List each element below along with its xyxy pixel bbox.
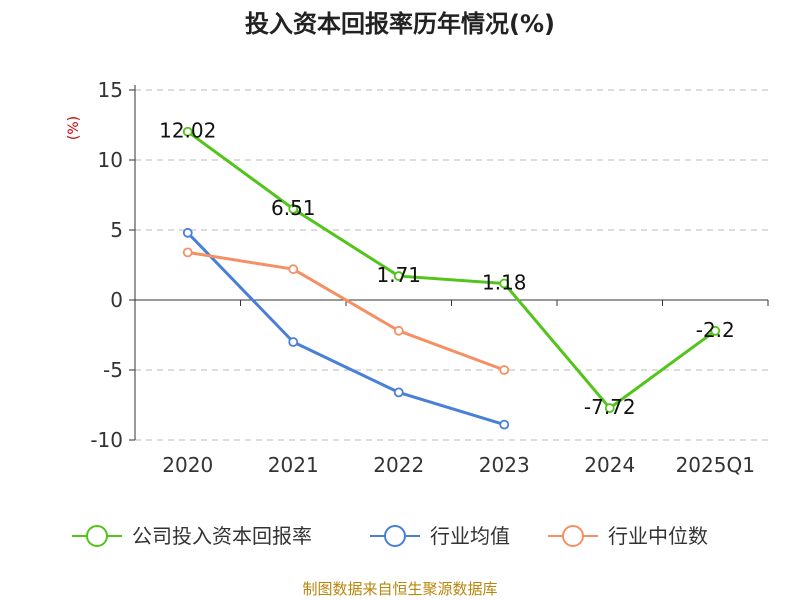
x-tick-label: 2021: [268, 453, 319, 477]
data-point: [604, 403, 615, 413]
series-line: [186, 231, 505, 427]
y-tick-label: -10: [90, 428, 123, 452]
y-axis-unit: (%): [66, 116, 82, 140]
y-tick-label: 0: [110, 288, 123, 312]
data-label: -2.2: [696, 318, 735, 342]
data-point: [182, 126, 193, 137]
y-tick-label: -5: [103, 358, 123, 382]
x-tick-label: 2023: [479, 453, 530, 477]
data-labels: 12.02 6.51 1.71 1.18 -7.72 -2.2: [159, 119, 735, 419]
legend-label: 公司投入资本回报率: [132, 524, 312, 548]
series-line: [187, 250, 505, 372]
legend-swatch-marker: [86, 525, 108, 547]
legend-label: 行业均值: [430, 524, 510, 548]
data-label: -7.72: [584, 395, 636, 419]
data-point: [499, 419, 510, 430]
x-tick-label: 2022: [373, 453, 424, 477]
x-tick-label: 2025Q1: [676, 453, 755, 477]
legend-swatch-marker: [562, 525, 584, 547]
series-layer: [182, 126, 721, 430]
data-point: [182, 247, 193, 258]
data-label: 6.51: [271, 196, 316, 220]
source-note: 制图数据来自恒生聚源数据库: [302, 580, 497, 598]
data-point: [182, 227, 193, 238]
y-tick-label: 5: [110, 218, 123, 242]
grid: [135, 89, 768, 441]
legend-label: 行业中位数: [608, 524, 708, 548]
data-label: 1.71: [376, 263, 421, 287]
data-label: 12.02: [159, 119, 216, 143]
series-line: [186, 130, 717, 410]
data-point: [710, 325, 721, 336]
y-tick-label: 15: [98, 78, 123, 102]
data-label: 1.18: [482, 270, 527, 294]
data-point: [288, 337, 299, 347]
data-point: [393, 325, 404, 336]
x-tick-label: 2024: [584, 453, 635, 477]
axes: 15 10 5 0 -5 -10 2020 2021 2022 2023 2024 2025Q1: [90, 78, 769, 477]
data-point: [499, 365, 510, 375]
y-tick-label: 10: [98, 148, 123, 172]
legend-swatch-marker: [384, 525, 406, 547]
data-point: [499, 278, 510, 289]
chart-title: 投入资本回报率历年情况(%): [245, 10, 555, 38]
data-point: [288, 264, 299, 275]
data-point: [288, 203, 299, 214]
legend: 公司投入资本回报率 行业均值 行业中位数: [72, 524, 708, 548]
data-point: [393, 387, 404, 398]
data-point: [393, 271, 404, 281]
x-tick-label: 2020: [162, 453, 213, 477]
